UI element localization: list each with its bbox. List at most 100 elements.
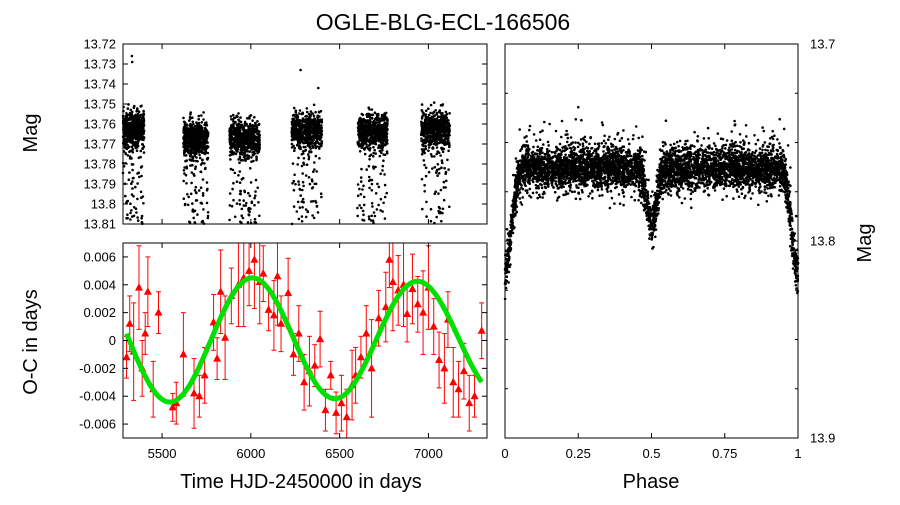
light-curve-point <box>293 174 296 177</box>
light-curve-point <box>132 177 135 180</box>
light-curve-point <box>192 141 195 144</box>
light-curve-point <box>189 155 192 158</box>
light-curve-point <box>239 155 242 158</box>
light-curve-point <box>302 185 305 188</box>
light-curve-point <box>441 116 444 119</box>
light-curve-point <box>383 173 386 176</box>
light-curve-point <box>231 126 234 129</box>
light-curve-point <box>368 176 371 179</box>
light-curve-point <box>250 181 253 184</box>
light-curve-point <box>299 188 302 191</box>
light-curve-point <box>315 170 318 173</box>
light-curve-point <box>236 116 239 119</box>
light-curve-point <box>253 152 256 155</box>
light-curve-point <box>205 147 208 150</box>
light-curve-point <box>191 146 194 149</box>
light-curve-point <box>302 162 305 165</box>
light-curve-point <box>126 213 129 216</box>
light-curve-point <box>372 219 375 222</box>
light-curve-point <box>140 114 143 117</box>
light-curve-point <box>230 147 233 150</box>
light-curve-point <box>256 144 259 147</box>
light-curve-point <box>438 111 441 114</box>
light-curve-point <box>379 155 382 158</box>
light-curve-point <box>185 159 188 162</box>
light-curve-point <box>130 109 133 112</box>
light-curve-point <box>428 171 431 174</box>
phased-point <box>579 198 582 201</box>
light-curve-point <box>307 211 310 214</box>
light-curve-point <box>241 144 244 147</box>
light-curve-point <box>201 121 204 124</box>
light-curve-point <box>199 124 202 127</box>
light-curve-point <box>249 150 252 153</box>
light-curve-point <box>232 114 235 117</box>
light-curve-point <box>357 194 360 197</box>
light-curve-point <box>378 121 381 124</box>
light-curve-point <box>136 198 139 201</box>
light-curve-point <box>137 171 140 174</box>
light-curve-point <box>311 187 314 190</box>
light-curve-point <box>245 123 248 126</box>
light-curve-point <box>194 149 197 152</box>
light-curve-point <box>430 208 433 211</box>
light-curve-point <box>183 197 186 200</box>
light-curve-point <box>307 153 310 156</box>
light-curve-point <box>448 206 451 209</box>
light-curve-point <box>136 122 139 125</box>
light-curve-point <box>244 154 247 157</box>
light-curve-point <box>139 129 142 132</box>
light-curve-point <box>138 176 141 179</box>
light-curve-point <box>373 211 376 214</box>
phased-point <box>761 126 764 129</box>
light-curve-point <box>294 116 297 119</box>
light-curve-point <box>192 123 195 126</box>
light-curve-point <box>189 125 192 128</box>
light-curve-point <box>368 134 371 137</box>
light-curve-point <box>298 218 301 221</box>
light-curve-point <box>436 112 439 115</box>
light-curve-point <box>232 169 235 172</box>
light-curve-point <box>302 113 305 116</box>
light-curve-point <box>300 131 303 134</box>
light-curve-point <box>254 122 257 125</box>
light-curve-point <box>243 140 246 143</box>
light-curve-point <box>197 133 200 136</box>
light-curve-point <box>445 180 448 183</box>
light-curve-point <box>191 171 194 174</box>
light-curve-point <box>234 216 237 219</box>
light-curve-point <box>302 181 305 184</box>
light-curve-point <box>380 151 383 154</box>
light-curve-point <box>196 160 199 163</box>
light-curve-point <box>363 204 366 207</box>
light-curve-point <box>365 146 368 149</box>
light-curve-point <box>368 165 371 168</box>
light-curve-point <box>433 143 436 146</box>
light-curve-point <box>237 112 240 115</box>
light-curve-point <box>371 189 374 192</box>
light-curve-point <box>233 117 236 120</box>
light-curve-point <box>382 144 385 147</box>
bottom-y-tick-label: 0 <box>109 333 116 348</box>
light-curve-point <box>305 122 308 125</box>
phased-point <box>730 130 733 133</box>
phased-point <box>713 142 716 145</box>
light-curve-point <box>383 128 386 131</box>
light-curve-point <box>427 123 430 126</box>
light-curve-point <box>374 111 377 114</box>
light-curve-point <box>143 136 146 139</box>
light-curve-point <box>381 169 384 172</box>
light-curve-point <box>131 215 134 218</box>
light-curve-point <box>131 131 134 134</box>
light-curve-point <box>439 154 442 157</box>
light-curve-point <box>383 138 386 141</box>
light-curve-point <box>293 147 296 150</box>
light-curve-point <box>183 126 186 129</box>
light-curve-point <box>314 111 317 114</box>
light-curve-point <box>446 113 449 116</box>
light-curve-point <box>124 152 127 155</box>
light-curve-point <box>143 151 146 154</box>
light-curve-point <box>431 116 434 119</box>
light-curve-point <box>361 188 364 191</box>
light-curve-point <box>427 136 430 139</box>
